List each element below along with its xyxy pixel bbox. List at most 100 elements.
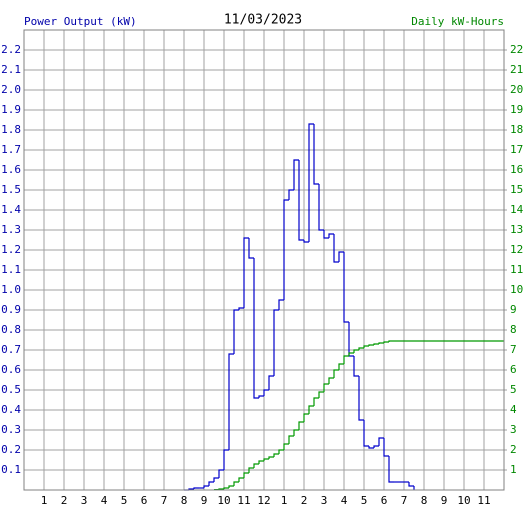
y2-tick-label: 6	[510, 363, 517, 376]
step-segment	[353, 349, 359, 353]
step-segment	[248, 467, 254, 473]
step-segment	[238, 307, 244, 310]
step-segment	[368, 446, 374, 449]
step-segment	[323, 230, 329, 239]
y-tick-label: 0.9	[1, 303, 21, 316]
step-segment	[293, 159, 299, 190]
step-segment	[218, 469, 224, 478]
step-segment	[253, 258, 259, 399]
x-tick-label: 10	[457, 494, 470, 507]
y-tick-label: 1.2	[1, 243, 21, 256]
step-segment	[283, 443, 289, 450]
step-segment	[273, 309, 279, 376]
y-tick-label: 1.4	[1, 203, 21, 216]
step-segment	[328, 233, 334, 238]
step-segment	[348, 352, 354, 356]
y-tick-label: 1.6	[1, 163, 21, 176]
step-segment	[358, 347, 364, 350]
x-tick-label: 3	[81, 494, 88, 507]
y2-tick-label: 4	[510, 403, 517, 416]
step-segment	[263, 389, 269, 396]
x-tick-label: 7	[161, 494, 168, 507]
x-tick-label: 8	[181, 494, 188, 507]
step-segment	[228, 353, 234, 450]
y2-tick-label: 9	[510, 303, 517, 316]
step-segment	[303, 413, 309, 422]
x-tick-label: 8	[421, 494, 428, 507]
step-segment	[268, 375, 274, 390]
step-segment	[223, 449, 229, 470]
step-segment	[243, 237, 249, 308]
y2-tick-label: 1	[510, 463, 517, 476]
y2-tick-label: 20	[510, 83, 523, 96]
y-tick-label: 0.8	[1, 323, 21, 336]
step-segment	[278, 449, 284, 454]
step-segment	[213, 477, 219, 482]
step-segment	[378, 437, 384, 446]
step-segment	[343, 252, 349, 323]
x-tick-label: 9	[441, 494, 448, 507]
step-segment	[318, 184, 324, 231]
step-segment	[368, 344, 374, 346]
x-tick-label: 10	[217, 494, 230, 507]
y-tick-label: 0.6	[1, 363, 21, 376]
step-segment	[233, 481, 239, 486]
step-segment	[318, 391, 324, 398]
step-segment	[333, 369, 339, 378]
x-tick-label: 7	[401, 494, 408, 507]
y-tick-label: 1.1	[1, 263, 21, 276]
step-segment	[203, 485, 209, 488]
y-tick-label: 1.3	[1, 223, 21, 236]
y2-tick-label: 18	[510, 123, 523, 136]
plot-frame	[23, 29, 505, 491]
y2-tick-label: 7	[510, 343, 517, 356]
y-tick-label: 0.1	[1, 463, 21, 476]
y2-tick-label: 13	[510, 223, 523, 236]
y2-tick-label: 14	[510, 203, 524, 216]
y-tick-label: 1.0	[1, 283, 21, 296]
y2-tick-label: 10	[510, 283, 523, 296]
step-segment	[298, 421, 304, 430]
step-segment	[408, 482, 414, 487]
y-tick-label: 1.7	[1, 143, 21, 156]
y2-tick-label: 5	[510, 383, 517, 396]
step-segment	[353, 356, 359, 377]
step-segment	[248, 238, 254, 259]
step-segment	[373, 445, 379, 448]
y2-tick-label: 11	[510, 263, 523, 276]
x-tick-label: 2	[301, 494, 308, 507]
y2-tick-label: 3	[510, 423, 517, 436]
step-segment	[288, 189, 294, 200]
x-tick-label: 9	[201, 494, 208, 507]
y-tick-label: 0.5	[1, 383, 21, 396]
y-tick-label: 2.2	[1, 43, 21, 56]
x-tick-label: 11	[477, 494, 490, 507]
x-tick-label: 12	[257, 494, 270, 507]
step-segment	[363, 345, 369, 348]
step-segment	[323, 383, 329, 392]
y2-axis-label: Daily kW-Hours	[411, 15, 504, 28]
step-segment	[258, 395, 264, 398]
step-segment	[243, 472, 249, 478]
step-segment	[308, 123, 314, 242]
x-tick-label: 3	[321, 494, 328, 507]
step-segment	[238, 477, 244, 482]
step-segment	[193, 487, 199, 489]
y2-tick-label: 12	[510, 243, 523, 256]
y-tick-label: 2.0	[1, 83, 21, 96]
y-tick-label: 0.2	[1, 443, 21, 456]
step-segment	[298, 160, 304, 241]
x-tick-label: 11	[237, 494, 250, 507]
step-segment	[308, 405, 314, 414]
step-segment	[233, 309, 239, 354]
x-tick-label: 6	[141, 494, 148, 507]
step-segment	[263, 458, 269, 461]
step-segment	[288, 435, 294, 444]
step-segment	[223, 487, 229, 489]
step-segment	[228, 485, 234, 488]
x-tick-label: 6	[381, 494, 388, 507]
y-tick-label: 0.4	[1, 403, 21, 416]
step-segment	[388, 340, 394, 342]
step-segment	[283, 199, 289, 300]
step-segment	[338, 251, 344, 262]
